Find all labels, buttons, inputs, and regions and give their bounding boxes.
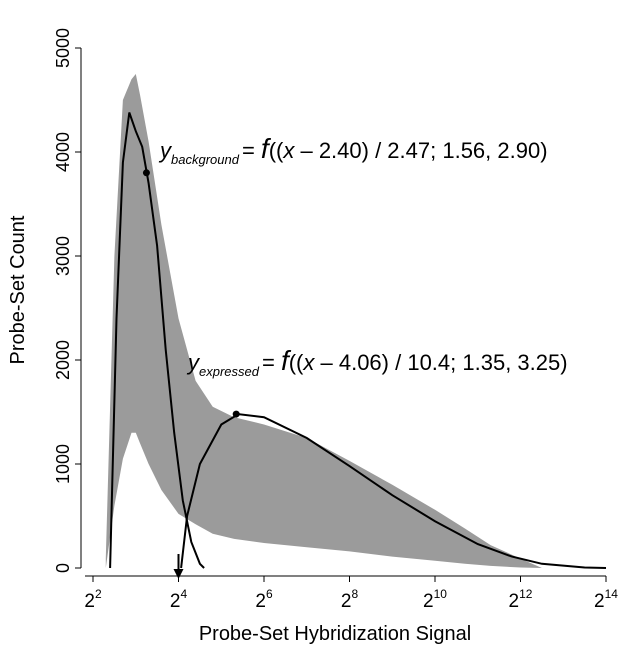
background-eq-x: x: [282, 138, 295, 163]
x-tick-base: 2: [84, 591, 95, 612]
x-tick-label: 22: [84, 587, 102, 612]
background-marker-dot: [142, 169, 150, 177]
x-tick-exponent: 2: [95, 587, 102, 601]
y-tick-label: 2000: [53, 340, 73, 380]
background-equation: ybackground = f((x – 2.40) / 2.47; 1.56, …: [158, 133, 548, 167]
background-eq-y: y: [158, 138, 173, 163]
x-tick-label: 212: [509, 587, 533, 612]
y-axis-title: Probe-Set Count: [7, 215, 29, 364]
background-eq-open: ((: [269, 138, 284, 163]
x-axis-title: Probe-Set Hybridization Signal: [199, 623, 471, 645]
x-tick-exponent: 4: [180, 587, 187, 601]
x-tick-base: 2: [594, 591, 605, 612]
x-tick-base: 2: [341, 591, 352, 612]
expressed-eq-open: ((: [289, 350, 304, 375]
threshold-arrow-head: [173, 569, 184, 579]
expressed-eq-subscript: expressed: [199, 364, 260, 379]
x-tick-base: 2: [255, 591, 266, 612]
x-tick-exponent: 10: [434, 587, 448, 601]
background-eq-f: f: [261, 133, 272, 164]
x-tick-label: 26: [255, 587, 273, 612]
expressed-eq-rest: – 4.06) / 10.4; 1.35, 3.25): [314, 350, 567, 375]
y-tick-label: 4000: [53, 132, 73, 172]
background-eq-rest: – 2.40) / 2.47; 1.56, 2.90): [294, 138, 547, 163]
x-tick-base: 2: [509, 591, 520, 612]
expressed-marker-dot: [232, 410, 240, 418]
y-tick-label: 3000: [53, 236, 73, 276]
histogram-layer: [105, 74, 542, 568]
background-eq-subscript: background: [171, 152, 240, 167]
y-tick-label: 1000: [53, 444, 73, 484]
expressed-eq-equals: =: [262, 350, 281, 375]
expressed-eq-x: x: [302, 350, 315, 375]
histogram-band: [105, 74, 542, 568]
background-eq-equals: =: [242, 138, 261, 163]
x-tick-exponent: 12: [519, 587, 533, 601]
expressed-eq-y: y: [186, 350, 201, 375]
x-tick-exponent: 6: [266, 587, 273, 601]
expressed-eq-f: f: [281, 345, 292, 376]
x-tick-exponent: 8: [351, 587, 358, 601]
fit-curves: [109, 112, 607, 579]
expressed-equation: yexpressed = f((x – 4.06) / 10.4; 1.35, 3…: [186, 345, 568, 379]
x-tick-label: 210: [423, 587, 447, 612]
y-tick-label: 0: [53, 563, 73, 573]
x-tick-exponent: 14: [605, 587, 619, 601]
x-tick-label: 28: [341, 587, 359, 612]
background-fit-curve: [109, 112, 205, 569]
x-tick-label: 24: [170, 587, 188, 612]
expressed-fit-curve: [180, 413, 607, 569]
x-tick-base: 2: [170, 591, 181, 612]
x-tick-label: 214: [594, 587, 618, 612]
axes: [75, 47, 607, 582]
y-tick-label: 5000: [53, 28, 73, 68]
x-tick-base: 2: [423, 591, 434, 612]
